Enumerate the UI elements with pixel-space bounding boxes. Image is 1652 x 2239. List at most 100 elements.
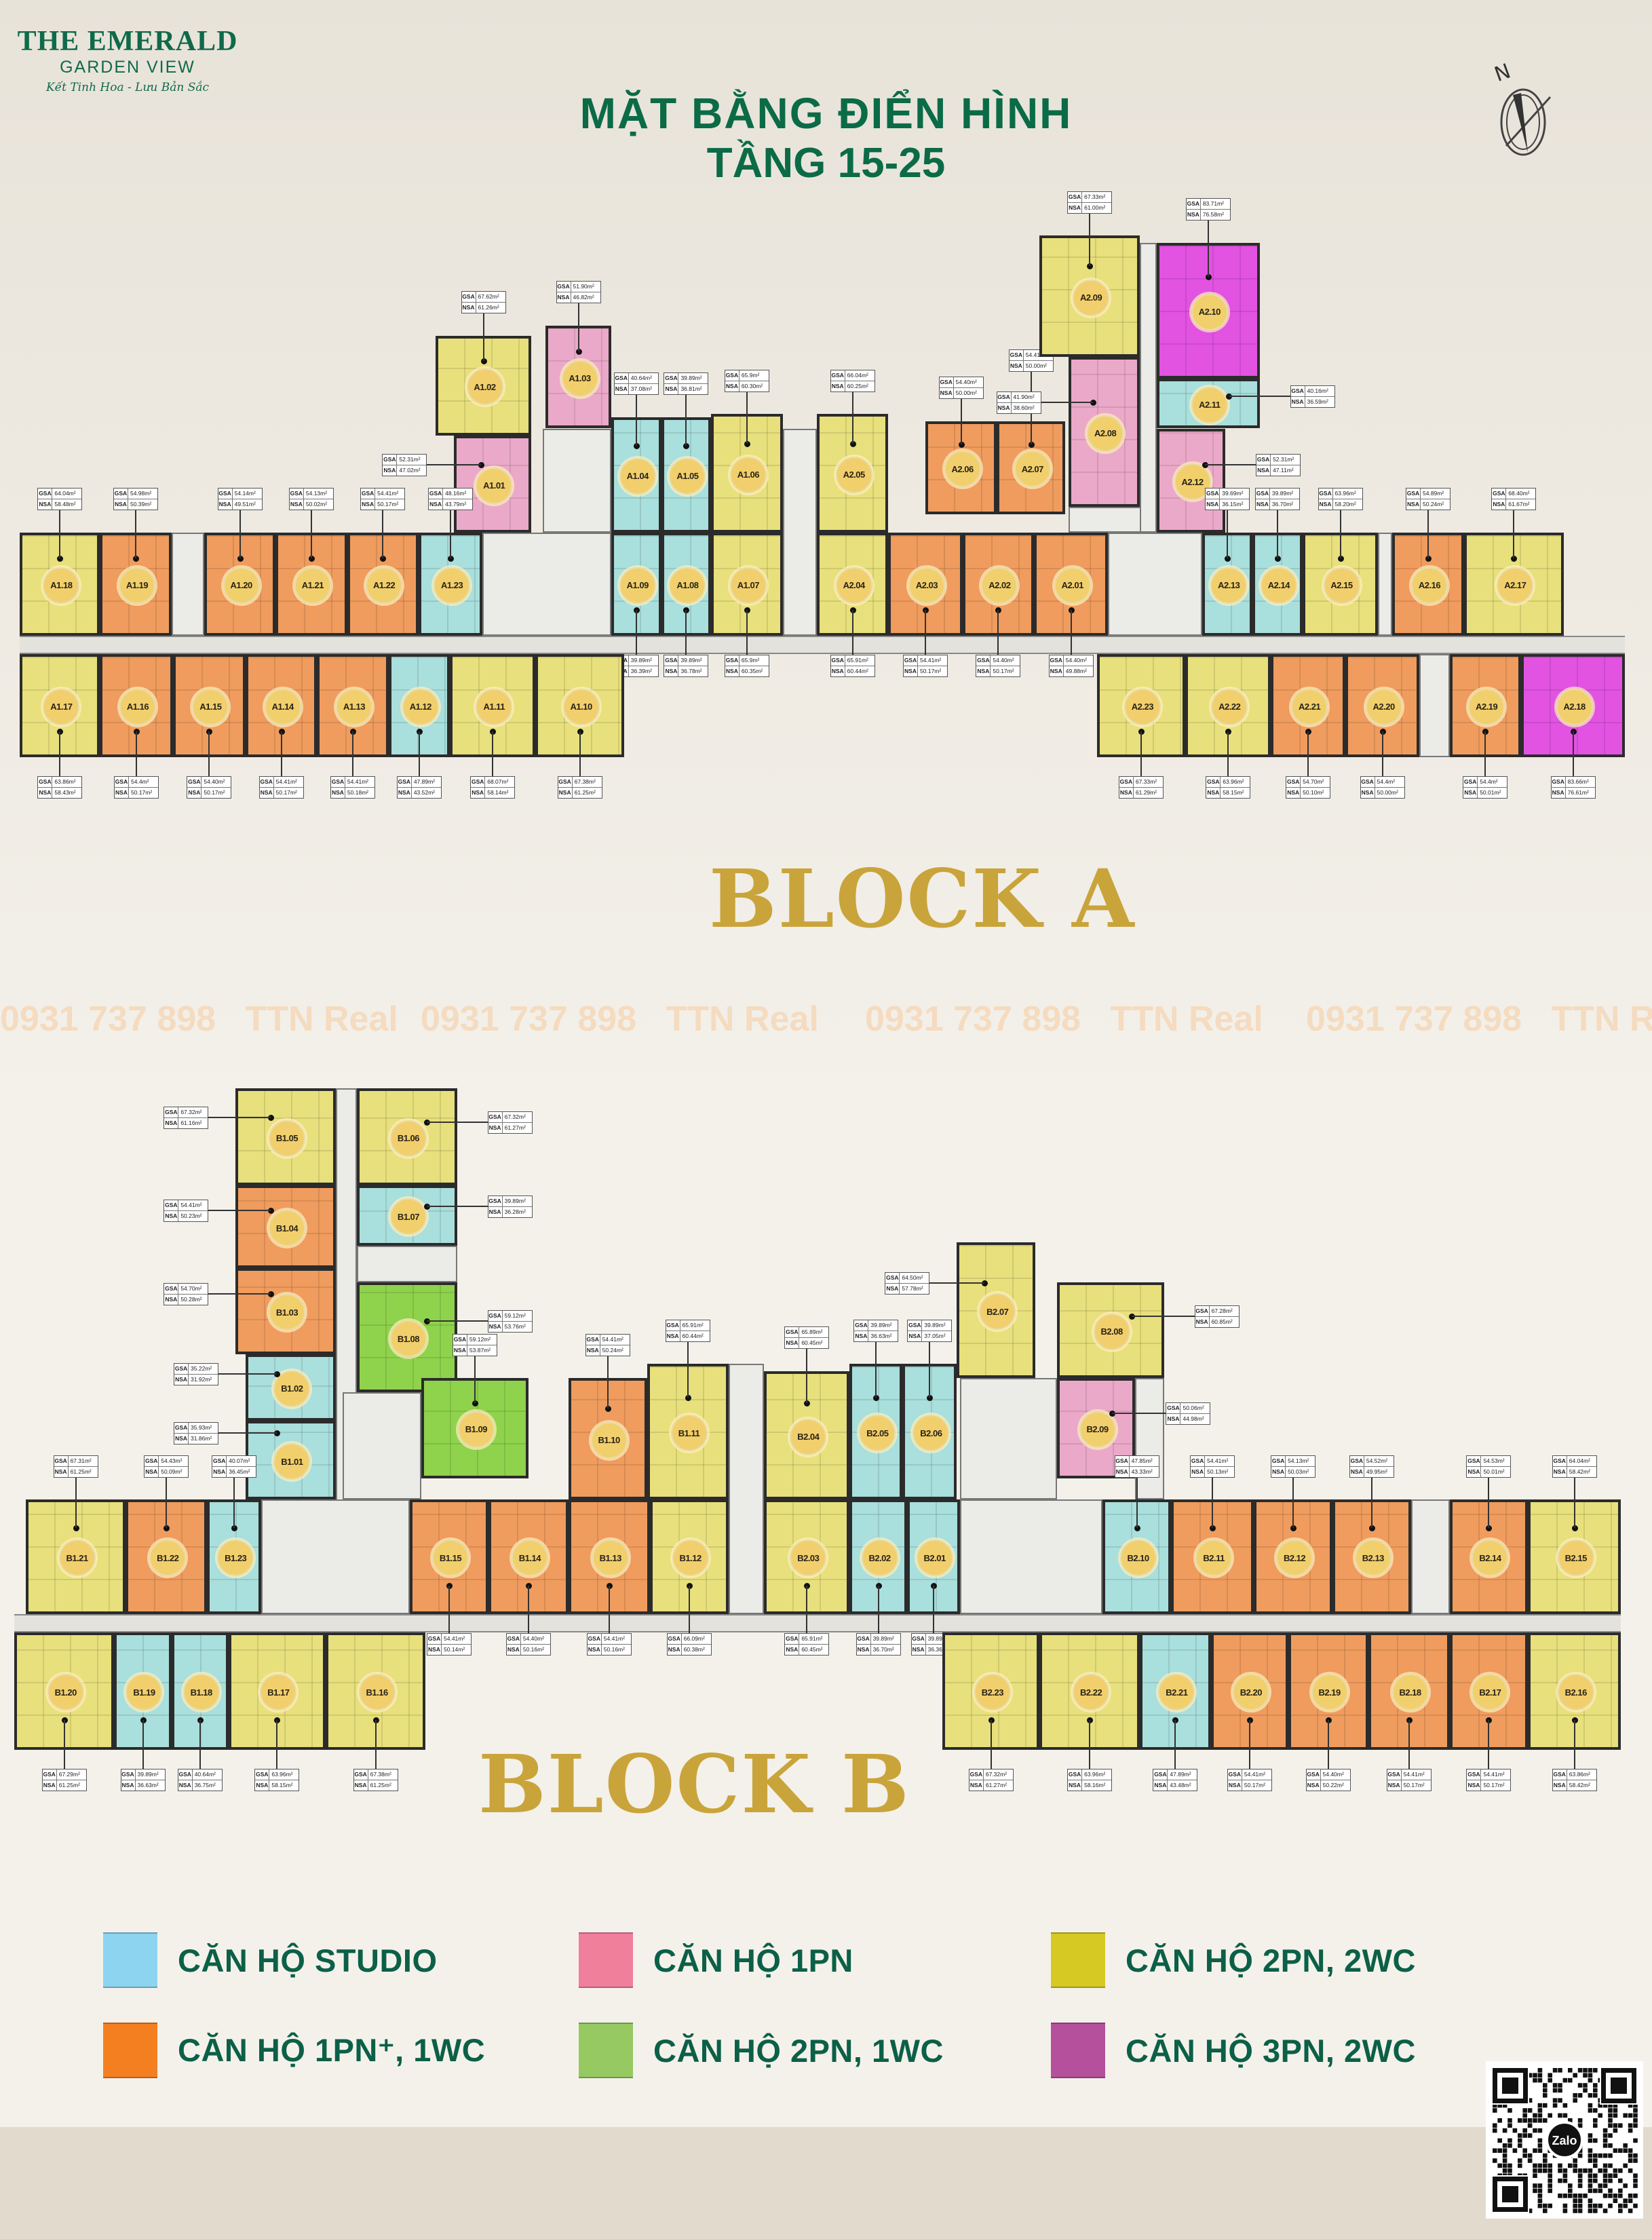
nsa-value: 36.70m² xyxy=(1271,501,1294,508)
area-label-box: GSA 54.41m² NSA 50.17m² xyxy=(258,776,304,799)
gsa-value: 68.40m² xyxy=(1508,490,1530,497)
unit-id-badge: A1.19 xyxy=(118,567,155,604)
gsa-value: 40.64m² xyxy=(194,1770,216,1778)
nsa-row: NSA 50.17m² xyxy=(259,786,303,798)
watermark-text: 0931 737 898 TTN Real xyxy=(421,999,819,1039)
area-label-box: GSA 64.04m² NSA 58.42m² xyxy=(1552,1455,1597,1478)
area-label-box: GSA 67.29m² NSA 61.25m² xyxy=(41,1768,87,1791)
leader-line xyxy=(1513,510,1515,559)
gsa-key: GSA xyxy=(1552,776,1566,787)
area-label-box: GSA 65.89m² NSA 60.45m² xyxy=(784,1326,830,1350)
gsa-key: GSA xyxy=(785,1633,800,1644)
page-title: MẶT BẰNG ĐIỂN HÌNH xyxy=(579,89,1073,138)
leader-line xyxy=(1227,731,1229,776)
nsa-key: NSA xyxy=(1195,1316,1210,1327)
nsa-row: NSA 61.27m² xyxy=(969,1779,1013,1791)
nsa-row: NSA 36.63m² xyxy=(854,1330,898,1341)
nsa-row: NSA 50.03m² xyxy=(1271,1466,1315,1477)
nsa-row: NSA 61.29m² xyxy=(1119,786,1163,798)
gsa-value: 39.89m² xyxy=(630,656,652,664)
unit-B1-18: B1.18 xyxy=(171,1632,229,1750)
gsa-key: GSA xyxy=(164,1284,179,1295)
gsa-value: 39.89m² xyxy=(924,1321,946,1328)
area-label-box: GSA 35.22m² NSA 31.92m² xyxy=(174,1363,219,1386)
area-label-box: GSA 67.28m² NSA 60.85m² xyxy=(1194,1305,1240,1328)
leader-line xyxy=(1174,1720,1176,1769)
core-area xyxy=(1108,533,1203,636)
gsa-key: GSA xyxy=(398,776,412,787)
gsa-row: GSA 54.40m² xyxy=(1307,1769,1350,1780)
corridor xyxy=(14,1613,1621,1632)
legend-label: CĂN HỘ 1PN⁺, 1WC xyxy=(178,2032,486,2068)
gsa-value: 54.40m² xyxy=(1065,656,1087,664)
leader-dot xyxy=(873,1395,880,1402)
nsa-key: NSA xyxy=(462,302,476,313)
unit-id-badge: A1.09 xyxy=(619,567,656,604)
unit-id-badge: B2.14 xyxy=(1472,1539,1509,1577)
zalo-qr-code-icon[interactable]: Zalo xyxy=(1486,2061,1643,2219)
nsa-key: NSA xyxy=(38,787,53,798)
nsa-row: NSA 58.43m² xyxy=(38,786,82,798)
unit-id-badge: B1.04 xyxy=(268,1210,305,1247)
gsa-key: GSA xyxy=(1406,489,1421,499)
unit-id-badge: A2.11 xyxy=(1191,386,1228,423)
area-label-box: GSA 54.70m² NSA 50.28m² xyxy=(164,1283,209,1306)
leader-line xyxy=(1484,731,1486,776)
gsa-key: GSA xyxy=(115,776,130,787)
gsa-row: GSA 83.66m² xyxy=(1552,776,1595,787)
unit-id-badge: B2.23 xyxy=(974,1674,1011,1711)
logo: THE EMERALD GARDEN VIEW Kết Tinh Hoa - L… xyxy=(5,26,250,98)
nsa-row: NSA 36.75m² xyxy=(178,1779,222,1791)
nsa-value: 50.17m² xyxy=(1244,1781,1266,1788)
nsa-value: 50.09m² xyxy=(161,1468,183,1475)
gsa-row: GSA 65.91m² xyxy=(831,655,875,666)
leader-line xyxy=(276,1720,278,1769)
nsa-row: NSA 58.42m² xyxy=(1552,1779,1596,1791)
leader-line xyxy=(929,1282,984,1284)
nsa-key: NSA xyxy=(354,1780,368,1791)
nsa-row: NSA 50.13m² xyxy=(1191,1466,1235,1477)
gsa-value: 63.96m² xyxy=(1084,1770,1106,1778)
core-area xyxy=(1378,533,1393,636)
nsa-row: NSA 31.92m² xyxy=(174,1374,218,1385)
nsa-key: NSA xyxy=(976,666,991,676)
nsa-row: NSA 36.78m² xyxy=(664,665,708,676)
nsa-value: 50.00m² xyxy=(1377,788,1398,796)
area-label-box: GSA 54.14m² NSA 49.51m² xyxy=(217,488,263,511)
nsa-value: 36.59m² xyxy=(1307,398,1328,405)
nsa-value: 50.17m² xyxy=(377,501,399,508)
leader-dot xyxy=(267,1291,274,1298)
gsa-value: 63.86m² xyxy=(1569,1770,1590,1778)
gsa-row: GSA 83.71m² xyxy=(1187,199,1230,210)
gsa-key: GSA xyxy=(1153,1769,1168,1780)
unit-id-badge: B2.22 xyxy=(1073,1674,1110,1711)
unit-id-badge: B2.06 xyxy=(913,1415,950,1452)
north-arrow-compass-icon: N xyxy=(1491,59,1552,156)
unit-id-badge: A2.13 xyxy=(1210,567,1248,604)
nsa-key: NSA xyxy=(1552,787,1566,798)
leader-line xyxy=(208,1209,271,1211)
nsa-value: 36.78m² xyxy=(680,667,702,674)
unit-id-badge: B1.07 xyxy=(389,1198,427,1236)
gsa-key: GSA xyxy=(615,372,629,383)
leader-dot xyxy=(849,441,856,448)
nsa-key: NSA xyxy=(1166,1413,1181,1424)
leader-line xyxy=(1227,510,1229,559)
gsa-key: GSA xyxy=(969,1769,984,1780)
gsa-key: GSA xyxy=(361,489,376,499)
unit-id-badge: B1.17 xyxy=(260,1674,297,1711)
leader-line xyxy=(1070,609,1072,655)
unit-A2-14: A2.14 xyxy=(1252,533,1303,636)
area-label-box: GSA 39.89m² NSA 36.63m² xyxy=(853,1319,899,1342)
leader-line xyxy=(932,1585,934,1633)
area-label-box: GSA 52.31m² NSA 47.11m² xyxy=(1256,454,1301,477)
nsa-key: NSA xyxy=(453,1345,467,1356)
gsa-value: 47.89m² xyxy=(413,778,435,785)
leader-line xyxy=(1136,1476,1138,1529)
area-label-box: GSA 54.98m² NSA 50.39m² xyxy=(113,488,158,511)
core-area xyxy=(1139,242,1157,533)
nsa-key: NSA xyxy=(1553,1466,1567,1477)
gsa-row: GSA 54.70m² xyxy=(164,1284,208,1295)
nsa-key: NSA xyxy=(331,787,345,798)
gsa-row: GSA 66.09m² xyxy=(668,1633,711,1644)
